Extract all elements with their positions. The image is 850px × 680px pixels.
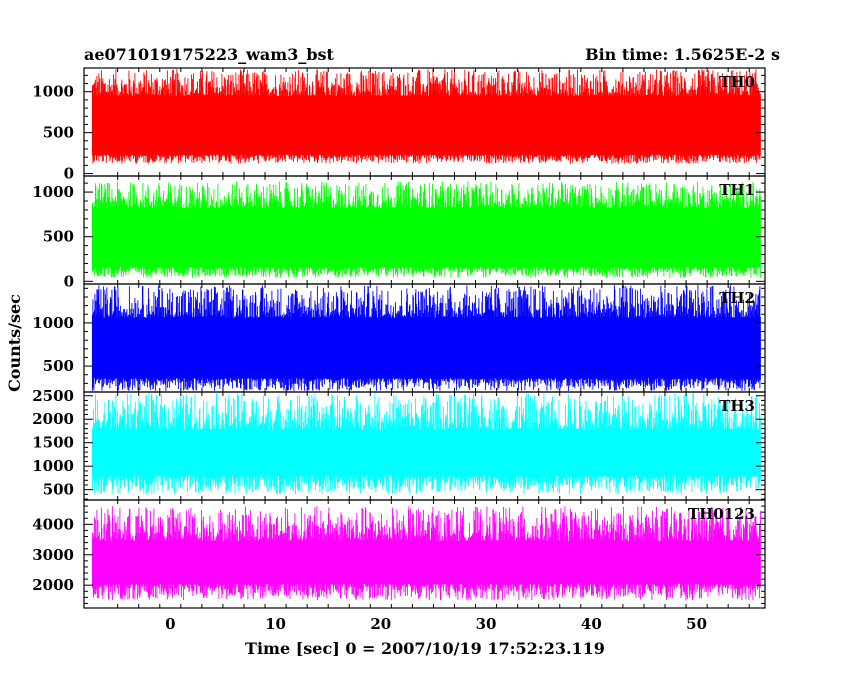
y-tick-label: 1000 (32, 457, 74, 475)
y-tick-label: 500 (43, 124, 74, 142)
panel-label-th0123: TH0123 (688, 505, 755, 523)
x-tick-label: 0 (165, 615, 175, 633)
panel-label-th2: TH2 (719, 289, 755, 307)
series-th3-line (91, 393, 761, 495)
panel-th0: 0 500 1000 TH0 (32, 67, 766, 183)
x-tick-label: 10 (265, 615, 286, 633)
x-axis-label: Time [sec] 0 = 2007/10/19 17:52:23.119 (245, 639, 605, 658)
panel-th3: 500 1000 1500 2000 2500 TH3 (32, 387, 766, 501)
y-tick-label: 4000 (32, 515, 74, 533)
plot-title-right: Bin time: 1.5625E-2 s (585, 45, 780, 64)
y-tick-label: 2000 (32, 410, 74, 428)
y-tick-label: 0 (64, 165, 74, 183)
y-tick-label: 1500 (32, 434, 74, 452)
y-tick-label: 500 (43, 228, 74, 246)
panel-th1: 0 500 1000 TH1 (32, 175, 766, 290)
x-tick-label: 40 (581, 615, 602, 633)
y-tick-label: 1000 (32, 83, 74, 101)
y-tick-label: 1000 (32, 314, 74, 332)
panel-th2: 500 1000 TH2 (32, 283, 766, 393)
y-tick-label: 500 (43, 357, 74, 375)
x-tick-label: 30 (476, 615, 497, 633)
series-th0123-line (91, 506, 761, 601)
plot-title-left: ae071019175223_wam3_bst (84, 45, 335, 64)
panel-label-th3: TH3 (719, 397, 755, 415)
y-axis-label: Counts/sec (5, 294, 24, 392)
panel-label-th1: TH1 (719, 181, 755, 199)
y-tick-label: 2500 (32, 387, 74, 405)
series-th2-line (91, 285, 761, 391)
series-th0-line (91, 69, 761, 164)
panel-frame (83, 499, 766, 609)
x-tick-label: 50 (686, 615, 707, 633)
series-th1-line (91, 181, 761, 278)
panel-th0123: 2000 3000 4000 TH0123 (32, 499, 766, 609)
y-tick-label: 500 (43, 481, 74, 499)
x-tick-label: 20 (370, 615, 391, 633)
panel-label-th0: TH0 (719, 73, 755, 91)
y-tick-label: 3000 (32, 546, 74, 564)
y-tick-label: 0 (64, 272, 74, 290)
y-tick-label: 2000 (32, 576, 74, 594)
y-tick-label: 1000 (32, 183, 74, 201)
